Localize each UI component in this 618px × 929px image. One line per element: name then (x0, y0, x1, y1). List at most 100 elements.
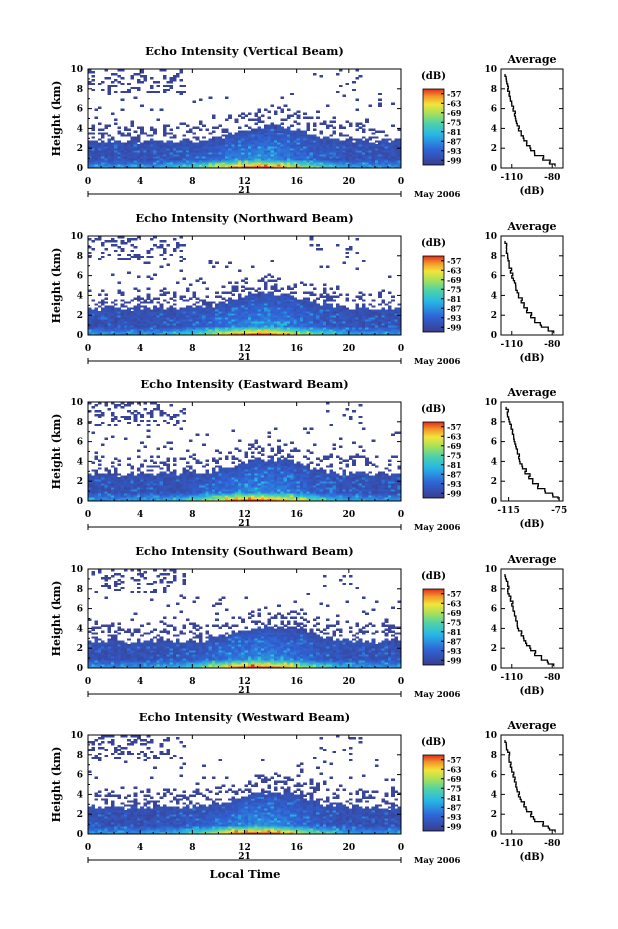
x-tick-label: 16 (290, 677, 303, 687)
average-x-tick-label: -115 (497, 506, 520, 516)
x-tick-label: 12 (238, 177, 251, 187)
x-tick-label: 8 (189, 677, 195, 687)
average-y-tick-label: 0 (491, 164, 497, 174)
y-tick-label: 6 (77, 438, 83, 448)
y-tick-label: 6 (77, 272, 83, 282)
colorbar-tick-label: -81 (447, 127, 461, 137)
average-y-tick-label: 2 (491, 477, 497, 487)
average-y-tick-label: 8 (491, 418, 497, 428)
colorbar-tick-label: -99 (447, 655, 462, 665)
y-tick-label: 10 (70, 731, 83, 741)
colorbar (422, 255, 445, 333)
average-x-tick-label: -80 (544, 839, 560, 849)
colorbar (422, 754, 445, 832)
x-tick-label: 0 (85, 177, 91, 187)
date-label: May 2006 (414, 523, 461, 533)
panel-2: Echo Intensity (Northward Beam) 0 2 4 6 8 10 He… (50, 211, 564, 367)
colorbar-label: (dB) (421, 404, 446, 415)
date-label: May 2006 (414, 690, 461, 700)
average-y-tick-label: 10 (484, 731, 497, 741)
y-tick-label: 6 (77, 105, 83, 115)
average-y-tick-label: 6 (491, 438, 497, 448)
average-y-tick-label: 6 (491, 605, 497, 615)
y-tick-label: 8 (77, 751, 83, 761)
average-y-tick-label: 4 (491, 457, 497, 467)
colorbar-tick-label: -63 (447, 265, 462, 275)
x-tick-label: 20 (343, 177, 356, 187)
y-tick-label: 4 (77, 624, 83, 634)
panel-title: Echo Intensity (Vertical Beam) (145, 44, 344, 58)
y-tick-label: 0 (77, 497, 83, 507)
y-axis-label: Height (km) (50, 81, 63, 157)
x-tick-label: 4 (137, 344, 143, 354)
y-tick-label: 2 (77, 644, 83, 654)
average-title: Average (506, 220, 556, 233)
heatmap-cells (88, 69, 402, 169)
y-axis-label: Height (km) (50, 414, 63, 490)
average-x-tick-label: -75 (551, 506, 567, 516)
average-x-label: (dB) (520, 686, 545, 697)
average-y-tick-label: 4 (491, 624, 497, 634)
x-tick-label: 12 (238, 344, 251, 354)
average-x-tick-label: -110 (501, 839, 524, 849)
x-tick-label: 0 (85, 344, 91, 354)
y-tick-label: 10 (70, 565, 83, 575)
average-y-tick-label: 0 (491, 830, 497, 840)
colorbar-tick-label: -57 (447, 589, 461, 599)
x-tick-label: 4 (137, 843, 143, 853)
date-label: May 2006 (414, 190, 461, 200)
panel-5: Echo Intensity (Westward Beam) 0 2 4 6 8 10 Hei… (50, 710, 564, 866)
x-tick-label: 4 (137, 510, 143, 520)
average-x-label: (dB) (520, 852, 545, 863)
average-profile-line (505, 406, 559, 500)
average-x-tick-label: -110 (501, 173, 524, 183)
y-tick-label: 8 (77, 85, 83, 95)
colorbar-tick-label: -87 (447, 636, 461, 646)
panel-3: Echo Intensity (Eastward Beam) 0 2 4 6 8 10 Hei… (50, 377, 567, 533)
average-x-label: (dB) (520, 519, 545, 530)
y-tick-label: 10 (70, 398, 83, 408)
average-profile-line (504, 240, 555, 334)
colorbar-tick-label: -99 (447, 488, 462, 498)
colorbar-tick-label: -93 (447, 313, 462, 323)
panel-title: Echo Intensity (Westward Beam) (139, 710, 350, 724)
y-tick-label: 0 (77, 664, 83, 674)
colorbar-tick-label: -57 (447, 755, 461, 765)
average-y-tick-label: 6 (491, 771, 497, 781)
x-tick-label: 0 (398, 510, 404, 520)
average-x-tick-label: -110 (501, 340, 524, 350)
colorbar-tick-label: -69 (447, 275, 462, 285)
colorbar-tick-label: -63 (447, 98, 462, 108)
panel-1: Echo Intensity (Vertical Beam) 0 2 4 6 8 10 Hei… (50, 44, 564, 200)
y-tick-label: 2 (77, 311, 83, 321)
y-tick-label: 6 (77, 605, 83, 615)
y-tick-label: 0 (77, 830, 83, 840)
x-tick-label: 20 (343, 843, 356, 853)
average-y-tick-label: 6 (491, 272, 497, 282)
x-tick-label: 16 (290, 843, 303, 853)
colorbar-tick-label: -99 (447, 322, 462, 332)
colorbar-tick-label: -63 (447, 764, 462, 774)
day-label: 21 (238, 353, 251, 363)
average-x-tick-label: -80 (544, 340, 560, 350)
date-label: May 2006 (414, 856, 461, 866)
x-tick-label: 0 (398, 177, 404, 187)
x-tick-label: 20 (343, 677, 356, 687)
average-y-tick-label: 8 (491, 252, 497, 262)
average-y-tick-label: 8 (491, 751, 497, 761)
y-tick-label: 4 (77, 457, 83, 467)
colorbar (422, 88, 445, 166)
average-y-tick-label: 10 (484, 65, 497, 75)
x-tick-label: 8 (189, 510, 195, 520)
average-y-tick-label: 2 (491, 311, 497, 321)
y-tick-label: 2 (77, 477, 83, 487)
colorbar-label: (dB) (421, 571, 446, 582)
y-tick-label: 2 (77, 144, 83, 154)
average-x-tick-label: -110 (501, 673, 524, 683)
average-y-tick-label: 8 (491, 585, 497, 595)
colorbar-tick-label: -81 (447, 627, 461, 637)
average-y-tick-label: 4 (491, 124, 497, 134)
heatmap-cells (88, 569, 402, 669)
x-tick-label: 12 (238, 677, 251, 687)
